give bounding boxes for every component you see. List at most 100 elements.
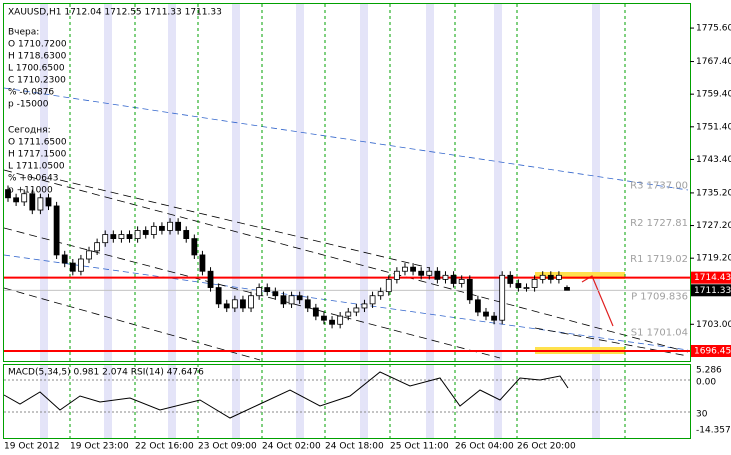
pivot-label: R2 1727.81 [630, 218, 688, 229]
y-tick-label: 1743.40 [696, 155, 731, 165]
candle-body [312, 307, 319, 317]
candle-body [248, 295, 254, 309]
candle-body [207, 270, 214, 288]
candle-body [410, 266, 416, 272]
y-tick-label: 1703.00 [696, 320, 731, 330]
candle-body [531, 278, 538, 288]
candle-body [126, 234, 133, 240]
pivot-label: P 1709.836 [631, 291, 688, 302]
candle-body [474, 299, 481, 313]
level-box [691, 284, 731, 297]
indicator-axis-label: 30 [696, 410, 708, 420]
level-label: 1696.45 [694, 347, 731, 357]
chart-title: XAUUSD,H1 1712.04 1712.55 1711.33 1711.3… [8, 8, 222, 18]
info-line: Сегодня: [8, 126, 51, 136]
plot-layer: R3 1737.00 R2 1727.81 R1 1719.02 P 1709.836… [4, 181, 690, 353]
candle-body [321, 315, 327, 321]
candle-body [256, 287, 263, 297]
info-line: H 1718.6300 [8, 52, 67, 62]
pivot-label: R1 1719.02 [630, 254, 688, 265]
session-bands [40, 4, 600, 438]
candle-body [5, 189, 11, 199]
candle-body [167, 221, 173, 231]
y-tick-label: 1775.60 [696, 24, 731, 34]
candle-body [564, 286, 570, 291]
info-line: L 1711.0500 [8, 162, 65, 172]
y-tick-label: 1719.20 [696, 254, 731, 264]
info-line: C 1710.2300 [8, 76, 66, 86]
candle-body [13, 197, 20, 203]
candle-body [426, 270, 433, 276]
info-line: O 1711.6500 [8, 138, 67, 148]
x-tick-label: 24 Oct 18:00 [325, 442, 384, 452]
candle-body [29, 193, 36, 211]
candle-body [288, 295, 295, 305]
candle-body [329, 319, 335, 325]
y-tick-label: 1751.40 [696, 122, 731, 132]
candle-body [450, 274, 457, 284]
candle-body [337, 315, 344, 325]
info-line: O 1710.7200 [8, 40, 67, 50]
candle-body [45, 197, 52, 207]
info-line: H 1717.1500 [8, 150, 67, 160]
candle-body [458, 278, 465, 284]
level-box [691, 345, 731, 358]
candle-body [280, 295, 287, 305]
candle-body [110, 234, 117, 240]
candle-body [539, 274, 546, 280]
candle-body [353, 307, 360, 313]
indicator-title: MACD(5,34,5) 0.981 2.074 RSI(14) 47.6476 [8, 368, 204, 378]
y-tick-label: 1759.40 [696, 90, 731, 100]
candle-body [507, 274, 514, 284]
info-line: L 1700.6500 [8, 64, 65, 74]
candle-body [175, 221, 182, 231]
candle-body [547, 274, 554, 280]
sub-frame [3, 364, 691, 439]
candle-body [483, 311, 489, 317]
x-tick-label: 26 Oct 20:00 [517, 442, 576, 452]
candle-body [555, 274, 562, 280]
candle-body [296, 295, 303, 301]
candle-body [466, 278, 473, 301]
level-label: 1714.43 [694, 273, 731, 283]
x-tick-label: 22 Oct 16:00 [135, 442, 194, 452]
candle-body [377, 291, 384, 297]
candle-body [361, 303, 368, 309]
info-line: % +0.0643 [8, 174, 58, 184]
info-line: % -0.0876 [8, 88, 54, 98]
candle-body [102, 234, 109, 244]
y-tick-label: 1767.40 [696, 57, 731, 67]
candle-body [183, 230, 190, 240]
candle-body [499, 274, 506, 321]
level-box [691, 271, 731, 284]
x-tick-label: 19 Oct 2012 [4, 442, 60, 452]
candle-body [215, 287, 222, 305]
candle-body [37, 197, 44, 211]
candle-body [78, 258, 84, 272]
date-separators [69, 4, 626, 438]
x-tick-label: 25 Oct 11:00 [390, 442, 449, 452]
candle-body [159, 225, 165, 231]
candle-body [240, 299, 246, 309]
candle-body [523, 287, 530, 289]
y-tick-label: 1727.20 [696, 221, 731, 231]
indicator-axis-label: 0.00 [696, 378, 716, 388]
candle-body [345, 311, 352, 317]
indicator-axis-label: -14.357 [696, 426, 731, 436]
indicator-axis-label: 5.286 [696, 366, 722, 376]
candle-body [434, 270, 441, 280]
candle-body [491, 315, 497, 321]
candle-body [94, 242, 101, 252]
candle-body [264, 287, 271, 293]
candle-body [61, 254, 68, 264]
candle-body [223, 303, 230, 309]
y-tick-label: 1735.20 [696, 188, 731, 198]
candle-body [142, 230, 149, 235]
candle-body [231, 299, 238, 309]
candle-body [393, 270, 400, 280]
candle-body [199, 254, 206, 272]
candle-body [53, 205, 60, 256]
candle-body [21, 193, 28, 203]
candle-body [369, 295, 376, 305]
